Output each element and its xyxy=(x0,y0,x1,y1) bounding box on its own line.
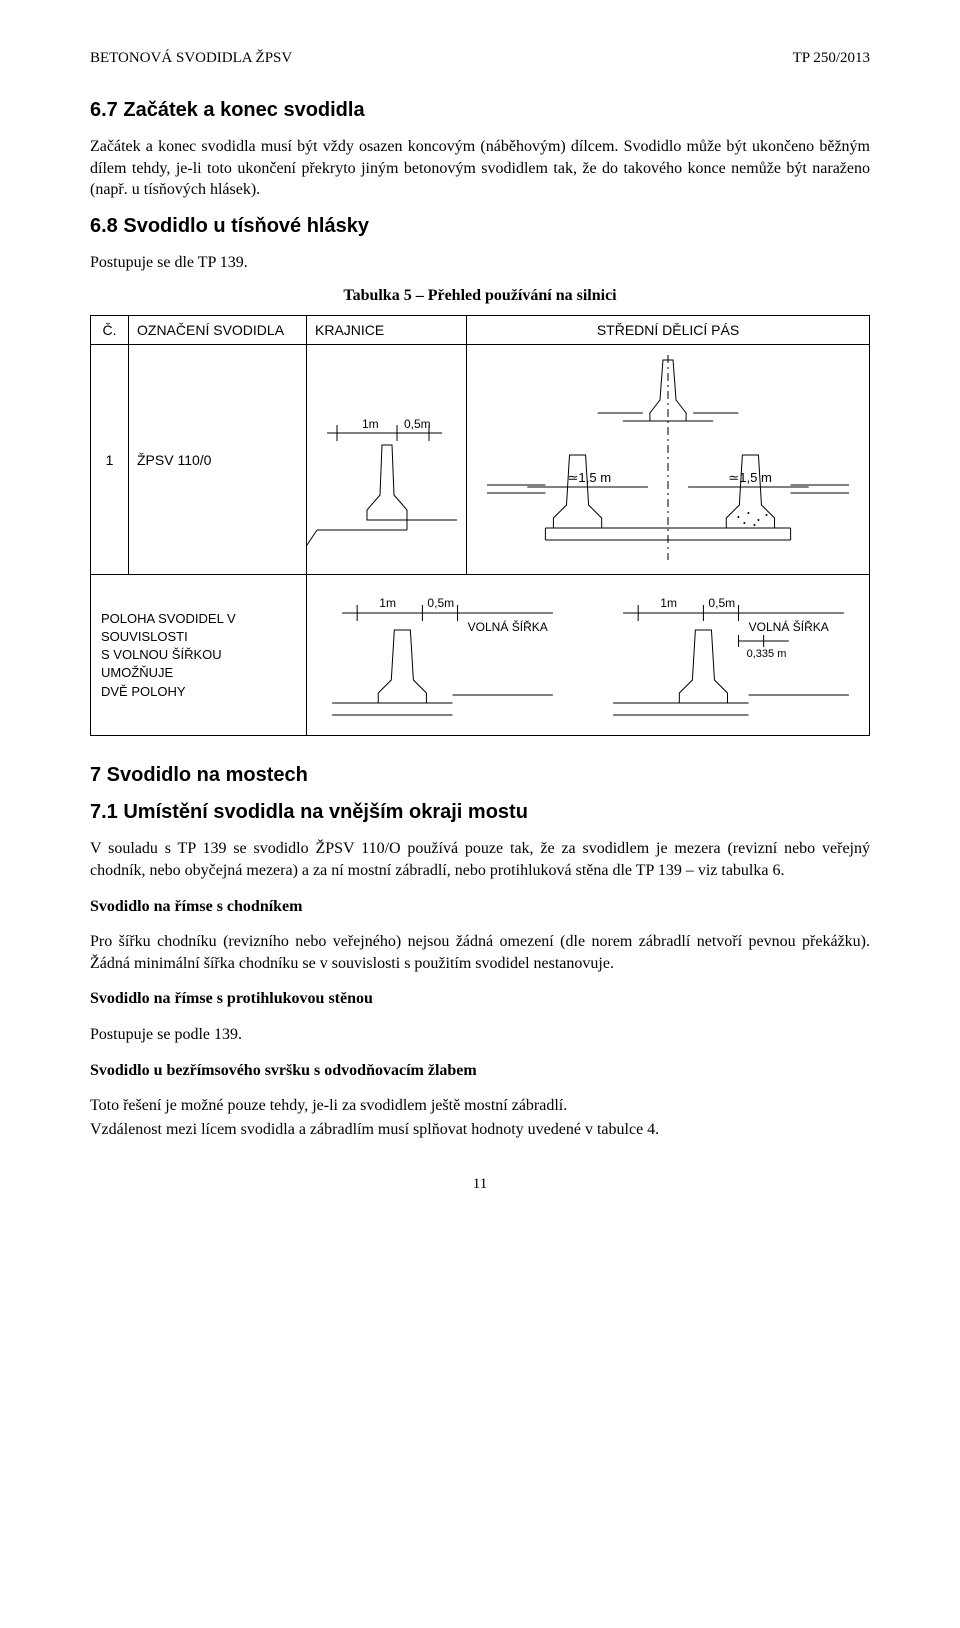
row1-sd-dim-left: ≃1,5 m xyxy=(568,470,612,485)
sec-6-7-title: 6.7 Začátek a konec svodidla xyxy=(90,99,870,122)
row2-label-volna-a: VOLNÁ ŠÍŘKA xyxy=(468,619,548,634)
row2-label-l3: DVĚ POLOHY xyxy=(101,683,296,701)
row1-sd-dim-right: ≃1,5 m xyxy=(728,470,772,485)
row2-dim-1m-b: 1m xyxy=(660,596,677,610)
row2-diagram: 1m 0,5m VOLNÁ ŠÍŘKA 1m 0,5m VOLNÁ ŠÍŘKA xyxy=(307,575,869,735)
figure-header-row: Č. OZNAČENÍ SVODIDLA KRAJNICE STŘEDNÍ DĚ… xyxy=(91,316,869,345)
figure-row-2: POLOHA SVODIDEL V SOUVISLOSTI S VOLNOU Š… xyxy=(91,575,869,735)
row2-dim-05-a: 0,5m xyxy=(427,596,454,610)
header-left: BETONOVÁ SVODIDLA ŽPSV xyxy=(90,50,292,67)
row2-label-l1: POLOHA SVODIDEL V SOUVISLOSTI xyxy=(101,610,296,646)
sec-6-8-title: 6.8 Svodidlo u tísňové hlásky xyxy=(90,215,870,238)
page: BETONOVÁ SVODIDLA ŽPSV TP 250/2013 6.7 Z… xyxy=(0,0,960,1243)
sec-7-1-h1: Svodidlo na římse s chodníkem xyxy=(90,896,870,918)
page-number: 11 xyxy=(90,1176,870,1193)
col-header-c: Č. xyxy=(91,316,129,344)
col-header-sd: STŘEDNÍ DĚLICÍ PÁS xyxy=(467,316,869,344)
row1-oz: ŽPSV 110/0 xyxy=(129,345,307,574)
sec-7-1-p5: Vzdálenost mezi lícem svodidla a zábradl… xyxy=(90,1119,870,1141)
sec-7-1-p3: Postupuje se podle 139. xyxy=(90,1024,870,1046)
row2-label-volna-b: VOLNÁ ŠÍŘKA xyxy=(749,619,829,634)
sec-6-7-p1: Začátek a konec svodidla musí být vždy o… xyxy=(90,136,870,201)
row1-c: 1 xyxy=(91,345,129,574)
row2-dim-0335: 0,335 m xyxy=(747,648,787,660)
row1-sdp-diagram: ≃1,5 m ≃1,5 m xyxy=(467,345,869,574)
sec-7-title: 7 Svodidlo na mostech xyxy=(90,764,870,787)
row1-kr-dim-05: 0,5m xyxy=(404,417,431,431)
row2-label-l2: S VOLNOU ŠÍŘKOU UMOŽŇUJE xyxy=(101,646,296,682)
sec-7-1-p1: V souladu s TP 139 se svodidlo ŽPSV 110/… xyxy=(90,838,870,881)
sec-7-1-title: 7.1 Umístění svodidla na vnějším okraji … xyxy=(90,801,870,824)
row1-kr-dim-1m: 1m xyxy=(362,417,379,431)
sec-7-1-h3: Svodidlo u bezřímsového svršku s odvodňo… xyxy=(90,1060,870,1082)
table5-caption: Tabulka 5 – Přehled používání na silnici xyxy=(90,287,870,305)
table5-figure: Č. OZNAČENÍ SVODIDLA KRAJNICE STŘEDNÍ DĚ… xyxy=(90,315,870,736)
row2-label: POLOHA SVODIDEL V SOUVISLOSTI S VOLNOU Š… xyxy=(91,575,307,735)
sec-7-1-p2: Pro šířku chodníku (revizního nebo veřej… xyxy=(90,931,870,974)
col-header-oz: OZNAČENÍ SVODIDLA xyxy=(129,316,307,344)
col-header-kr: KRAJNICE xyxy=(307,316,467,344)
running-header: BETONOVÁ SVODIDLA ŽPSV TP 250/2013 xyxy=(90,50,870,67)
row2-dim-1m-a: 1m xyxy=(379,596,396,610)
sec-7-1-h2: Svodidlo na římse s protihlukovou stěnou xyxy=(90,988,870,1010)
sec-7-1-p4: Toto řešení je možné pouze tehdy, je-li … xyxy=(90,1095,870,1117)
row1-krajnice-diagram: 1m 0,5m xyxy=(307,345,467,574)
row2-dim-05-b: 0,5m xyxy=(708,596,735,610)
figure-row-1: 1 ŽPSV 110/0 1m 0,5m xyxy=(91,345,869,575)
sec-6-8-p1: Postupuje se dle TP 139. xyxy=(90,252,870,274)
header-right: TP 250/2013 xyxy=(793,50,870,67)
